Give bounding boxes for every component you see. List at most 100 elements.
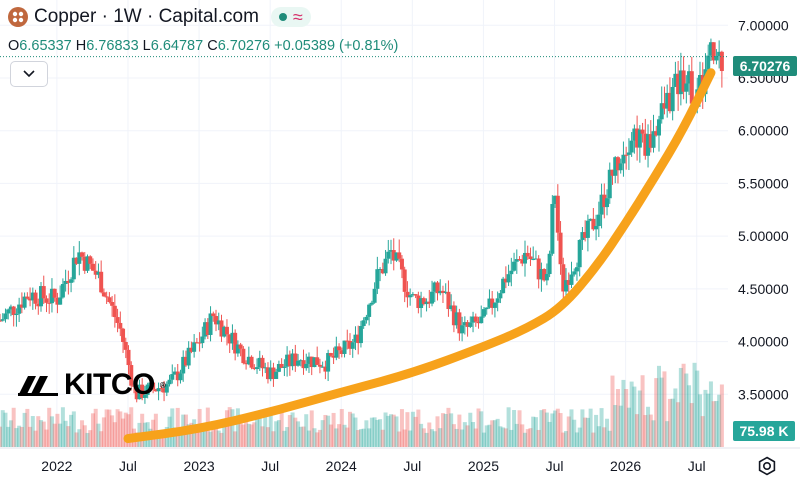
- volume-bar: [451, 424, 456, 447]
- candle-body: [353, 334, 358, 343]
- candle-body: [285, 354, 290, 367]
- candle-body: [255, 367, 260, 370]
- candle-body: [6, 309, 11, 314]
- volume-bar: [632, 386, 637, 447]
- candle-body: [646, 134, 651, 156]
- candle-body: [151, 382, 156, 390]
- volume-bar: [93, 408, 98, 447]
- volume-bar: [635, 414, 640, 447]
- volume-bar: [408, 430, 413, 447]
- volume-bar: [356, 430, 361, 447]
- volume-bar: [350, 413, 355, 447]
- volume-bar: [558, 413, 563, 447]
- approx-icon: ≈: [292, 7, 303, 27]
- candle-body: [430, 291, 435, 304]
- candle-body: [673, 73, 678, 87]
- volume-bar: [263, 410, 268, 447]
- volume-bar: [591, 432, 596, 447]
- candle-body: [11, 306, 16, 316]
- volume-bar: [342, 424, 347, 447]
- candle-body: [717, 51, 722, 56]
- candle-body: [121, 328, 126, 342]
- volume-bar: [594, 414, 599, 447]
- candle-body: [626, 152, 631, 155]
- candle-body: [708, 42, 713, 56]
- volume-bar: [544, 412, 549, 447]
- volume-bar: [572, 419, 577, 447]
- volume-bar: [219, 432, 224, 447]
- candle-body: [320, 366, 325, 368]
- volume-bar: [331, 412, 336, 447]
- gear-icon: [758, 456, 776, 476]
- volume-bar: [214, 427, 219, 447]
- volume-bar: [276, 420, 281, 447]
- candle-body: [60, 284, 65, 298]
- candle-body: [594, 225, 599, 230]
- candle-body: [345, 340, 350, 342]
- collapse-legend-button[interactable]: [10, 61, 48, 87]
- candle-body: [178, 373, 183, 381]
- candle-body: [71, 257, 76, 280]
- candle-body: [271, 367, 276, 379]
- volume-bar: [265, 427, 270, 447]
- volume-bar: [49, 416, 54, 447]
- volume-bar: [44, 429, 49, 447]
- candle-body: [17, 304, 22, 314]
- volume-bar: [306, 430, 311, 447]
- volume-bar: [503, 428, 508, 447]
- volume-bar: [602, 427, 607, 447]
- market-open-icon: [278, 13, 287, 21]
- volume-bar: [129, 407, 134, 447]
- volume-bar: [651, 420, 656, 447]
- candle-body: [618, 163, 623, 171]
- candle-body: [350, 342, 355, 349]
- candle-body: [555, 195, 560, 233]
- y-tick-label: 4.50000: [738, 281, 789, 297]
- volume-bar: [553, 410, 558, 447]
- volume-bar: [69, 414, 74, 447]
- volume-bar: [33, 430, 38, 447]
- volume-bar: [648, 414, 653, 447]
- candle-body: [159, 388, 164, 390]
- candle-body: [230, 332, 235, 344]
- volume-bar: [473, 428, 478, 447]
- settings-button[interactable]: [757, 456, 777, 481]
- candle-body: [115, 317, 120, 323]
- volume-bar: [397, 431, 402, 447]
- volume-bar: [430, 429, 435, 447]
- volume-bar: [123, 412, 128, 447]
- volume-bar: [391, 414, 396, 447]
- volume-bar: [520, 424, 525, 447]
- volume-bar: [282, 430, 287, 447]
- volume-bar: [170, 408, 175, 447]
- candle-body: [192, 342, 197, 352]
- candle-body: [257, 357, 262, 368]
- candle-body: [214, 316, 219, 325]
- volume-bar: [501, 427, 506, 447]
- candle-body: [203, 322, 208, 337]
- volume-bar: [88, 430, 93, 447]
- candle-body: [164, 384, 169, 393]
- candle-body: [580, 232, 585, 240]
- y-tick-label: 4.00000: [738, 334, 789, 350]
- candle-body: [312, 357, 317, 368]
- status-chip[interactable]: ≈: [270, 7, 311, 27]
- x-tick-label: 2025: [468, 458, 499, 474]
- volume-bar: [52, 423, 57, 447]
- volume-bar: [315, 432, 320, 447]
- candle-body: [481, 309, 486, 317]
- symbol-title[interactable]: Copper · 1W · Capital.com: [34, 6, 259, 27]
- candle-body: [134, 386, 139, 400]
- change-value: +0.05389 (+0.81%): [274, 38, 399, 54]
- volume-bar: [90, 413, 95, 447]
- candle-body: [99, 271, 104, 293]
- volume-bar: [446, 407, 451, 447]
- volume-bar: [621, 379, 626, 447]
- volume-bar: [607, 430, 612, 447]
- candle-body: [52, 288, 57, 298]
- volume-bar: [588, 408, 593, 447]
- volume-bar: [624, 389, 629, 447]
- kitco-registered: ®: [159, 380, 166, 390]
- candle-body: [684, 83, 689, 92]
